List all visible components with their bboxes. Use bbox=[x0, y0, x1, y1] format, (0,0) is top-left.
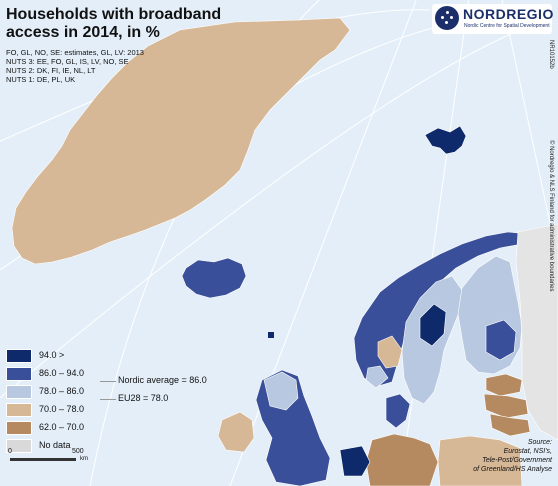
legend-swatch bbox=[6, 421, 32, 435]
region-latvia bbox=[483, 393, 529, 419]
region-netherlands bbox=[339, 445, 371, 477]
region-sweden-north bbox=[419, 303, 447, 347]
region-finland bbox=[457, 255, 523, 375]
legend-swatch bbox=[6, 403, 32, 417]
note-estimates: FO, GL, NO, SE: estimates, GL, LV: 2013 bbox=[6, 48, 144, 57]
nordic-average-label: Nordic average = 86.0 bbox=[118, 375, 207, 385]
data-notes: FO, GL, NO, SE: estimates, GL, LV: 2013 … bbox=[6, 48, 144, 84]
nordregio-logo: NORDREGIO Nordic Centre for Spatial Deve… bbox=[432, 4, 554, 34]
region-ireland bbox=[217, 411, 255, 453]
scale-start: 0 bbox=[8, 448, 12, 455]
legend-item: 78.0 – 86.0 bbox=[6, 382, 106, 402]
nordic-average-marker bbox=[100, 381, 116, 382]
eu28-marker bbox=[100, 399, 116, 400]
region-svalbard bbox=[424, 125, 467, 155]
legend-swatch bbox=[6, 385, 32, 399]
legend-label: 70.0 – 78.0 bbox=[39, 404, 85, 414]
region-uk-scotland bbox=[263, 371, 299, 411]
scale-bar-line bbox=[10, 458, 76, 461]
source-text: Eurostat, NSI's, bbox=[503, 448, 552, 455]
source-note: Source: Eurostat, NSI's, Tele-Post/Governm… bbox=[446, 438, 552, 474]
legend-label: 62.0 – 70.0 bbox=[39, 422, 85, 432]
note-nuts1: NUTS 1: DE, PL, UK bbox=[6, 75, 76, 84]
region-iceland bbox=[181, 257, 247, 299]
region-poland bbox=[437, 435, 523, 486]
eu28-label: EU28 = 78.0 bbox=[118, 393, 169, 403]
side-credits: NR10152b © Nordregio & NLS Finland for a… bbox=[544, 40, 554, 480]
source-text: Tele-Post/Government bbox=[482, 457, 552, 464]
region-lithuania bbox=[489, 413, 531, 437]
legend-swatch bbox=[6, 349, 32, 363]
note-nuts3: NUTS 3: EE, FO, GL, IS, LV, NO, SE bbox=[6, 57, 129, 66]
map-title: Households with broadband access in 2014… bbox=[6, 6, 222, 41]
legend-item: 62.0 – 70.0 bbox=[6, 418, 106, 438]
source-text: Source: bbox=[527, 439, 552, 446]
legend-item: No data bbox=[6, 436, 106, 456]
region-germany bbox=[365, 433, 439, 486]
region-norway-east bbox=[377, 335, 403, 369]
legend-item: 86.0 – 94.0 bbox=[6, 364, 106, 384]
legend-item: 70.0 – 78.0 bbox=[6, 400, 106, 420]
region-greenland bbox=[11, 17, 351, 265]
logo-name: NORDREGIO bbox=[463, 6, 554, 22]
map-reference: NR10152b bbox=[548, 40, 554, 69]
nordregio-globe-icon bbox=[435, 6, 459, 30]
scale-end: 500 bbox=[72, 448, 84, 455]
region-finland-east bbox=[485, 319, 517, 361]
region-denmark bbox=[385, 393, 411, 429]
logo-tagline: Nordic Centre for Spatial Development bbox=[464, 23, 550, 29]
legend-label: 94.0 > bbox=[39, 350, 65, 360]
legend-swatch bbox=[6, 439, 32, 453]
note-nuts2: NUTS 2: DK, FI, IE, NL, LT bbox=[6, 66, 96, 75]
region-estonia bbox=[485, 373, 523, 397]
region-faroe bbox=[268, 332, 274, 338]
source-line: Source: Eurostat, NSI's, Tele-Post/Governm… bbox=[446, 438, 552, 474]
legend-item: 94.0 > bbox=[6, 346, 106, 366]
scale-bar: 0 500 km bbox=[6, 448, 92, 476]
legend-swatch bbox=[6, 367, 32, 381]
legend-label: 86.0 – 94.0 bbox=[39, 368, 85, 378]
region-russia bbox=[515, 223, 558, 441]
legend-label: 78.0 – 86.0 bbox=[39, 386, 85, 396]
source-text: of Greenland/HS Analyse bbox=[473, 466, 552, 473]
region-norway-south bbox=[365, 365, 389, 389]
legend-label: No data bbox=[39, 440, 71, 450]
scale-unit: km bbox=[80, 456, 88, 462]
copyright-notice: © Nordregio & NLS Finland for administra… bbox=[548, 140, 554, 292]
